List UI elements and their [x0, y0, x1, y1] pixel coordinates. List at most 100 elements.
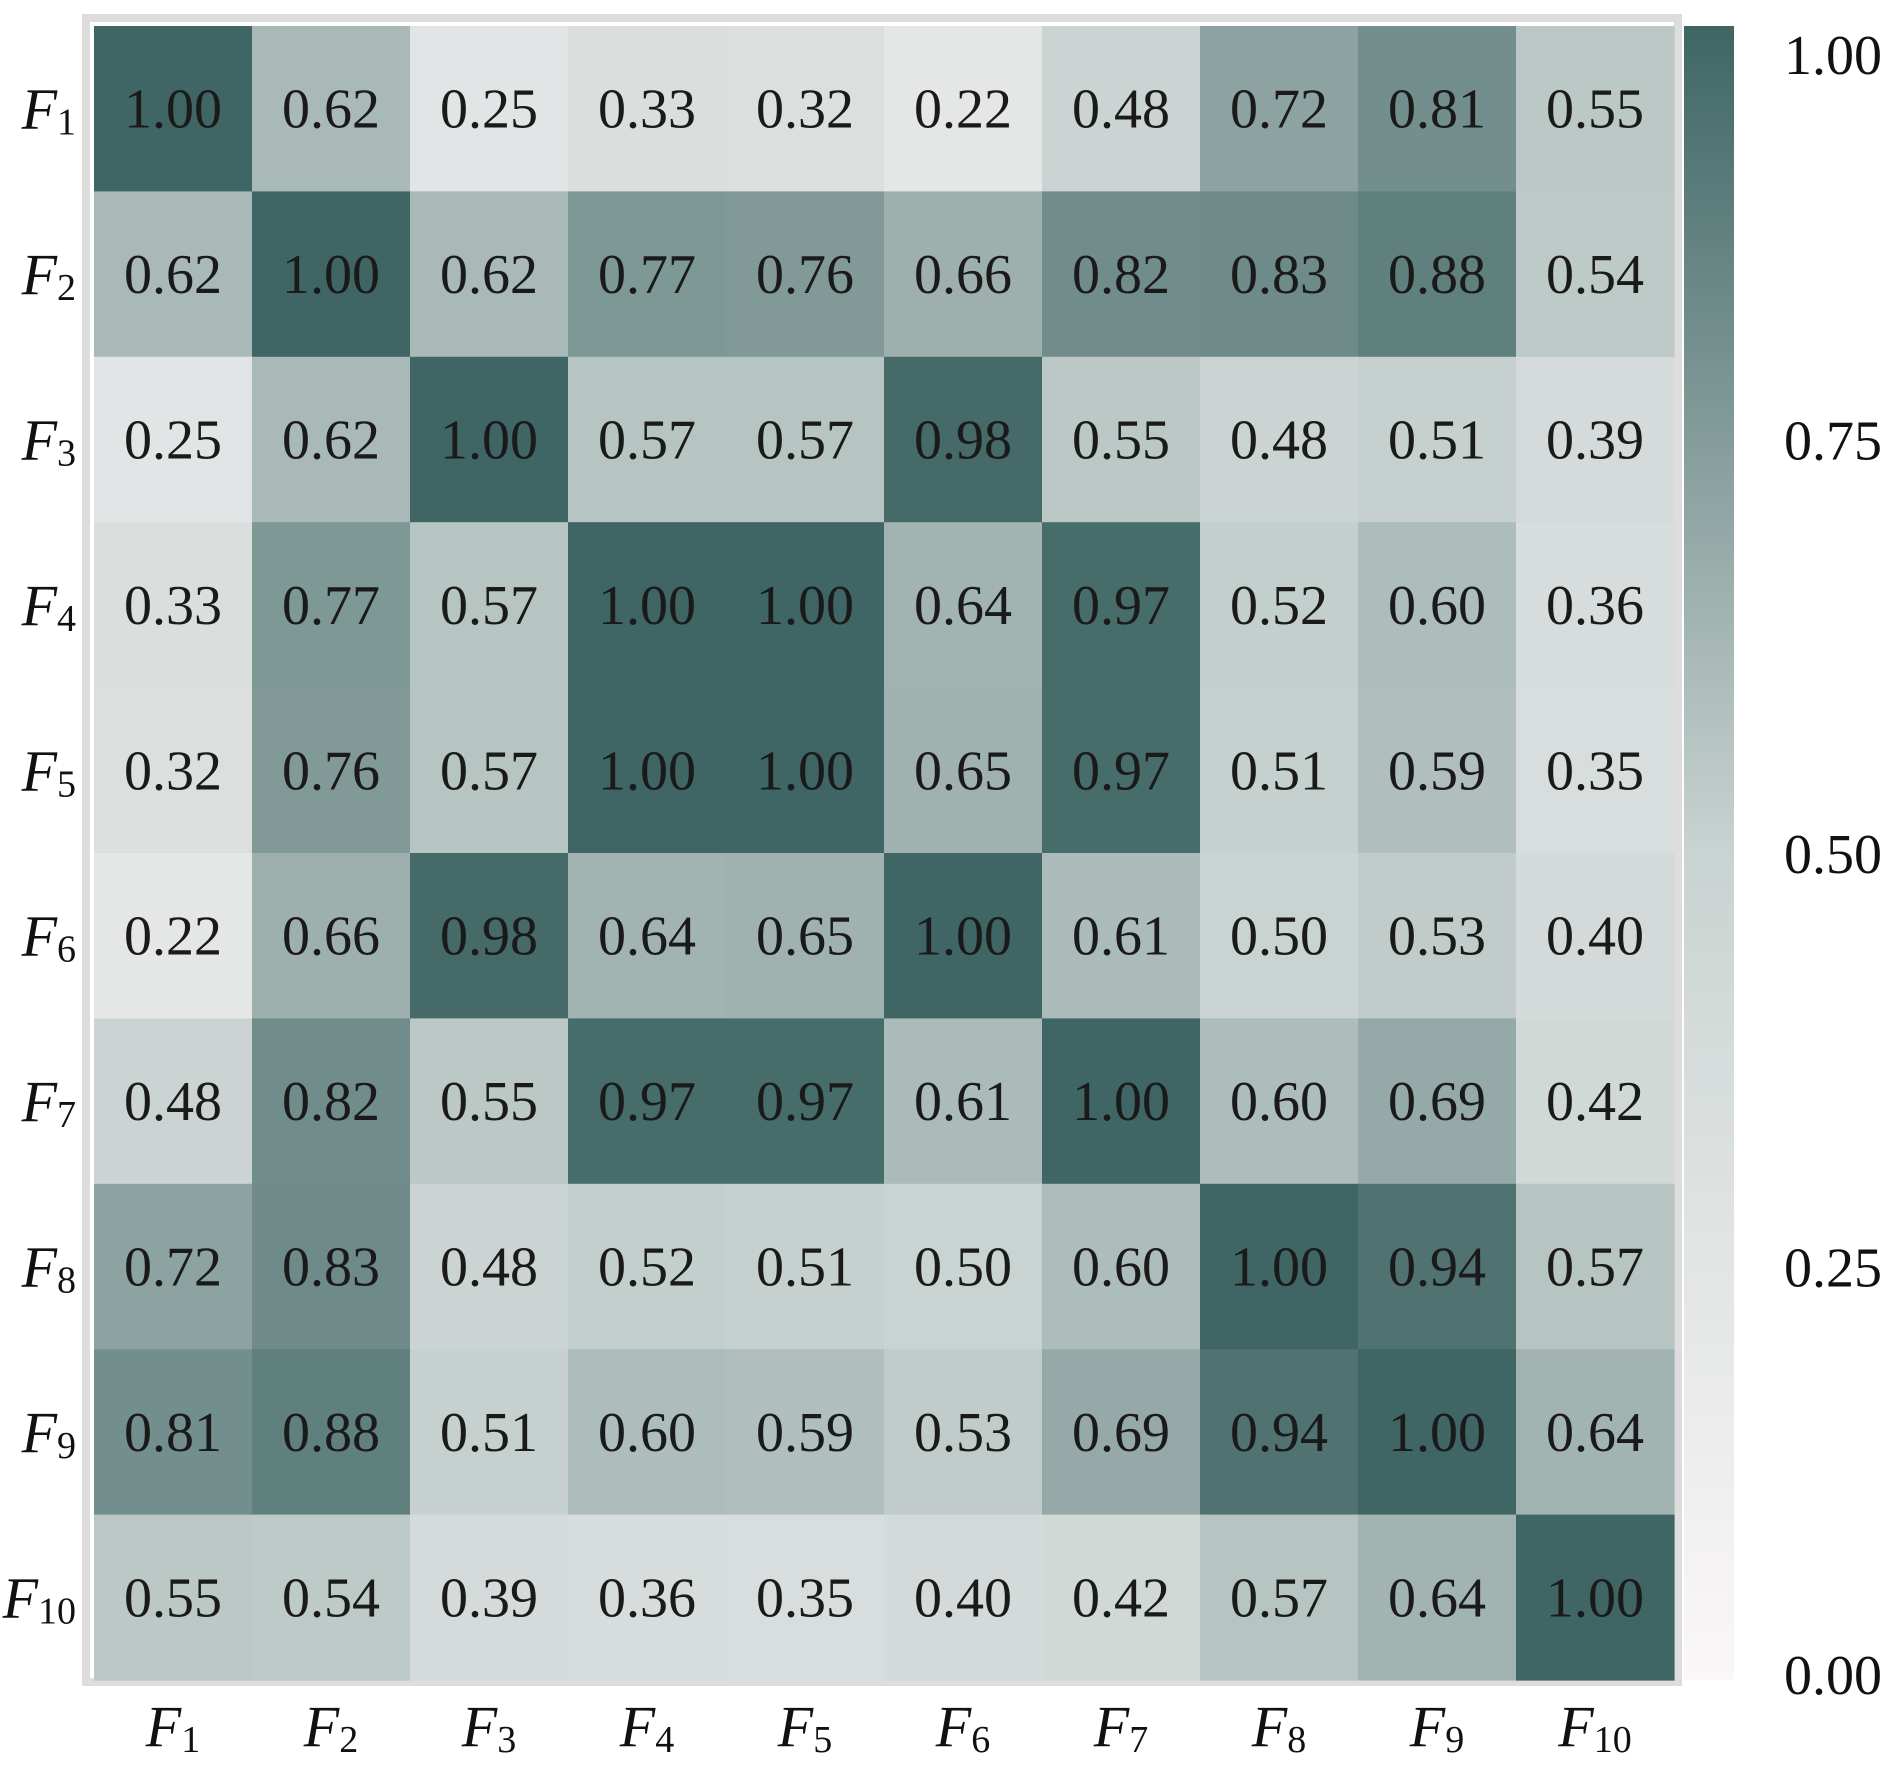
y-axis-label-1: F1	[21, 77, 76, 144]
colorbar-tick-label-4: 0.25	[1784, 1238, 1882, 1300]
cell-value-r7-c6: 0.61	[914, 1071, 1012, 1133]
heatmap-cell-r6-c3	[410, 853, 569, 1019]
heatmap-cell-r7-c3	[410, 1018, 569, 1185]
cell-value-r1-c9: 0.81	[1388, 79, 1486, 141]
cell-value-r9-c9: 1.00	[1388, 1402, 1486, 1464]
cell-value-r1-c3: 0.25	[440, 79, 538, 141]
x-axis-label-9: F9	[1409, 1694, 1464, 1761]
cell-value-r7-c3: 0.55	[440, 1071, 538, 1133]
heatmap-cell-r3-c6	[884, 356, 1043, 523]
cell-value-r1-c1: 1.00	[124, 79, 222, 141]
cell-value-r6-c3: 0.98	[440, 906, 538, 968]
cell-value-r2-c6: 0.66	[914, 244, 1012, 306]
cell-value-r7-c10: 0.42	[1546, 1071, 1644, 1133]
heatmap-cell-r7-c8	[1200, 1018, 1359, 1185]
heatmap-cell-r2-c6	[884, 191, 1043, 358]
heatmap-cell-r1-c7	[1042, 26, 1201, 192]
y-axis-label-7: F7	[21, 1069, 76, 1136]
cell-value-r6-c5: 0.65	[756, 906, 854, 968]
heatmap-cell-r3-c4	[568, 356, 727, 523]
heatmap-cell-r3-c7	[1042, 356, 1201, 523]
x-axis-label-6: F6	[935, 1694, 990, 1761]
cell-value-r9-c10: 0.64	[1546, 1402, 1644, 1464]
cell-value-r10-c3: 0.39	[440, 1567, 538, 1629]
heatmap-cell-r9-c5	[726, 1349, 885, 1516]
cell-value-r5-c1: 0.32	[124, 740, 222, 802]
cell-value-r5-c8: 0.51	[1230, 740, 1328, 802]
cell-value-r8-c10: 0.57	[1546, 1237, 1644, 1299]
cell-value-r5-c3: 0.57	[440, 740, 538, 802]
heatmap-cell-r2-c4	[568, 191, 727, 358]
heatmap-cell-r1-c8	[1200, 26, 1359, 192]
heatmap-cell-r5-c5	[726, 687, 885, 854]
heatmap-cell-r5-c8	[1200, 687, 1359, 854]
heatmap-cell-r1-c1	[94, 26, 253, 192]
x-axis-label-8: F8	[1251, 1694, 1306, 1761]
cell-value-r6-c8: 0.50	[1230, 906, 1328, 968]
heatmap-cell-r1-c6	[884, 26, 1043, 192]
heatmap-cell-r7-c4	[568, 1018, 727, 1185]
cell-value-r2-c1: 0.62	[124, 244, 222, 306]
heatmap-cell-r1-c3	[410, 26, 569, 192]
cell-value-r4-c6: 0.64	[914, 575, 1012, 637]
cell-value-r9-c8: 0.94	[1230, 1402, 1328, 1464]
cell-value-r8-c2: 0.83	[282, 1237, 380, 1299]
cell-value-r3-c8: 0.48	[1230, 410, 1328, 472]
cell-value-r8-c7: 0.60	[1072, 1237, 1170, 1299]
cell-value-r3-c4: 0.57	[598, 410, 696, 472]
cell-value-r9-c7: 0.69	[1072, 1402, 1170, 1464]
heatmap-cell-r4-c5	[726, 522, 885, 689]
heatmap-cell-r9-c9	[1358, 1349, 1517, 1516]
cell-value-r10-c9: 0.64	[1388, 1567, 1486, 1629]
heatmap-cell-r6-c9	[1358, 853, 1517, 1019]
heatmap-cell-r8-c6	[884, 1183, 1043, 1350]
cell-value-r9-c6: 0.53	[914, 1402, 1012, 1464]
cell-value-r7-c7: 1.00	[1072, 1071, 1170, 1133]
y-axis-label-2: F2	[21, 242, 76, 309]
cell-value-r5-c2: 0.76	[282, 740, 380, 802]
cell-value-r4-c10: 0.36	[1546, 575, 1644, 637]
heatmap-cell-r6-c1	[94, 853, 253, 1019]
y-axis-label-9: F9	[21, 1400, 76, 1467]
heatmap-cell-r6-c4	[568, 853, 727, 1019]
cell-value-r6-c7: 0.61	[1072, 906, 1170, 968]
heatmap-cell-r4-c1	[94, 522, 253, 689]
heatmap-cell-r10-c1	[94, 1514, 253, 1681]
y-axis-label-5: F5	[21, 738, 76, 805]
heatmap-cell-r10-c5	[726, 1514, 885, 1681]
cell-value-r4-c7: 0.97	[1072, 575, 1170, 637]
cell-value-r7-c4: 0.97	[598, 1071, 696, 1133]
heatmap-cell-r1-c10	[1516, 26, 1675, 192]
heatmap-cell-r2-c7	[1042, 191, 1201, 358]
cell-value-r1-c6: 0.22	[914, 79, 1012, 141]
heatmap-cell-r3-c5	[726, 356, 885, 523]
cell-value-r3-c10: 0.39	[1546, 410, 1644, 472]
cell-value-r9-c4: 0.60	[598, 1402, 696, 1464]
heatmap-cell-r8-c4	[568, 1183, 727, 1350]
heatmap-cell-r3-c8	[1200, 356, 1359, 523]
heatmap-cell-r1-c2	[252, 26, 411, 192]
cell-value-r4-c3: 0.57	[440, 575, 538, 637]
heatmap-cell-r2-c10	[1516, 191, 1675, 358]
heatmap-cell-r7-c5	[726, 1018, 885, 1185]
cell-value-r5-c5: 1.00	[756, 740, 854, 802]
cell-value-r9-c2: 0.88	[282, 1402, 380, 1464]
cell-value-r3-c2: 0.62	[282, 410, 380, 472]
heatmap-cell-r5-c4	[568, 687, 727, 854]
heatmap-cell-r10-c8	[1200, 1514, 1359, 1681]
heatmap-cell-r8-c9	[1358, 1183, 1517, 1350]
heatmap-cell-r5-c2	[252, 687, 411, 854]
heatmap-cell-r6-c10	[1516, 853, 1675, 1019]
heatmap-cell-r4-c2	[252, 522, 411, 689]
heatmap-cell-r6-c8	[1200, 853, 1359, 1019]
y-axis-label-6: F6	[21, 904, 76, 971]
heatmap-cell-r2-c2	[252, 191, 411, 358]
cell-value-r2-c5: 0.76	[756, 244, 854, 306]
heatmap-cell-r4-c3	[410, 522, 569, 689]
heatmap-cell-r1-c9	[1358, 26, 1517, 192]
colorbar-tick-label-2: 0.75	[1784, 411, 1882, 473]
cell-value-r8-c9: 0.94	[1388, 1237, 1486, 1299]
heatmap-cell-r10-c7	[1042, 1514, 1201, 1681]
y-axis-label-8: F8	[21, 1235, 76, 1302]
heatmap-cell-r6-c2	[252, 853, 411, 1019]
